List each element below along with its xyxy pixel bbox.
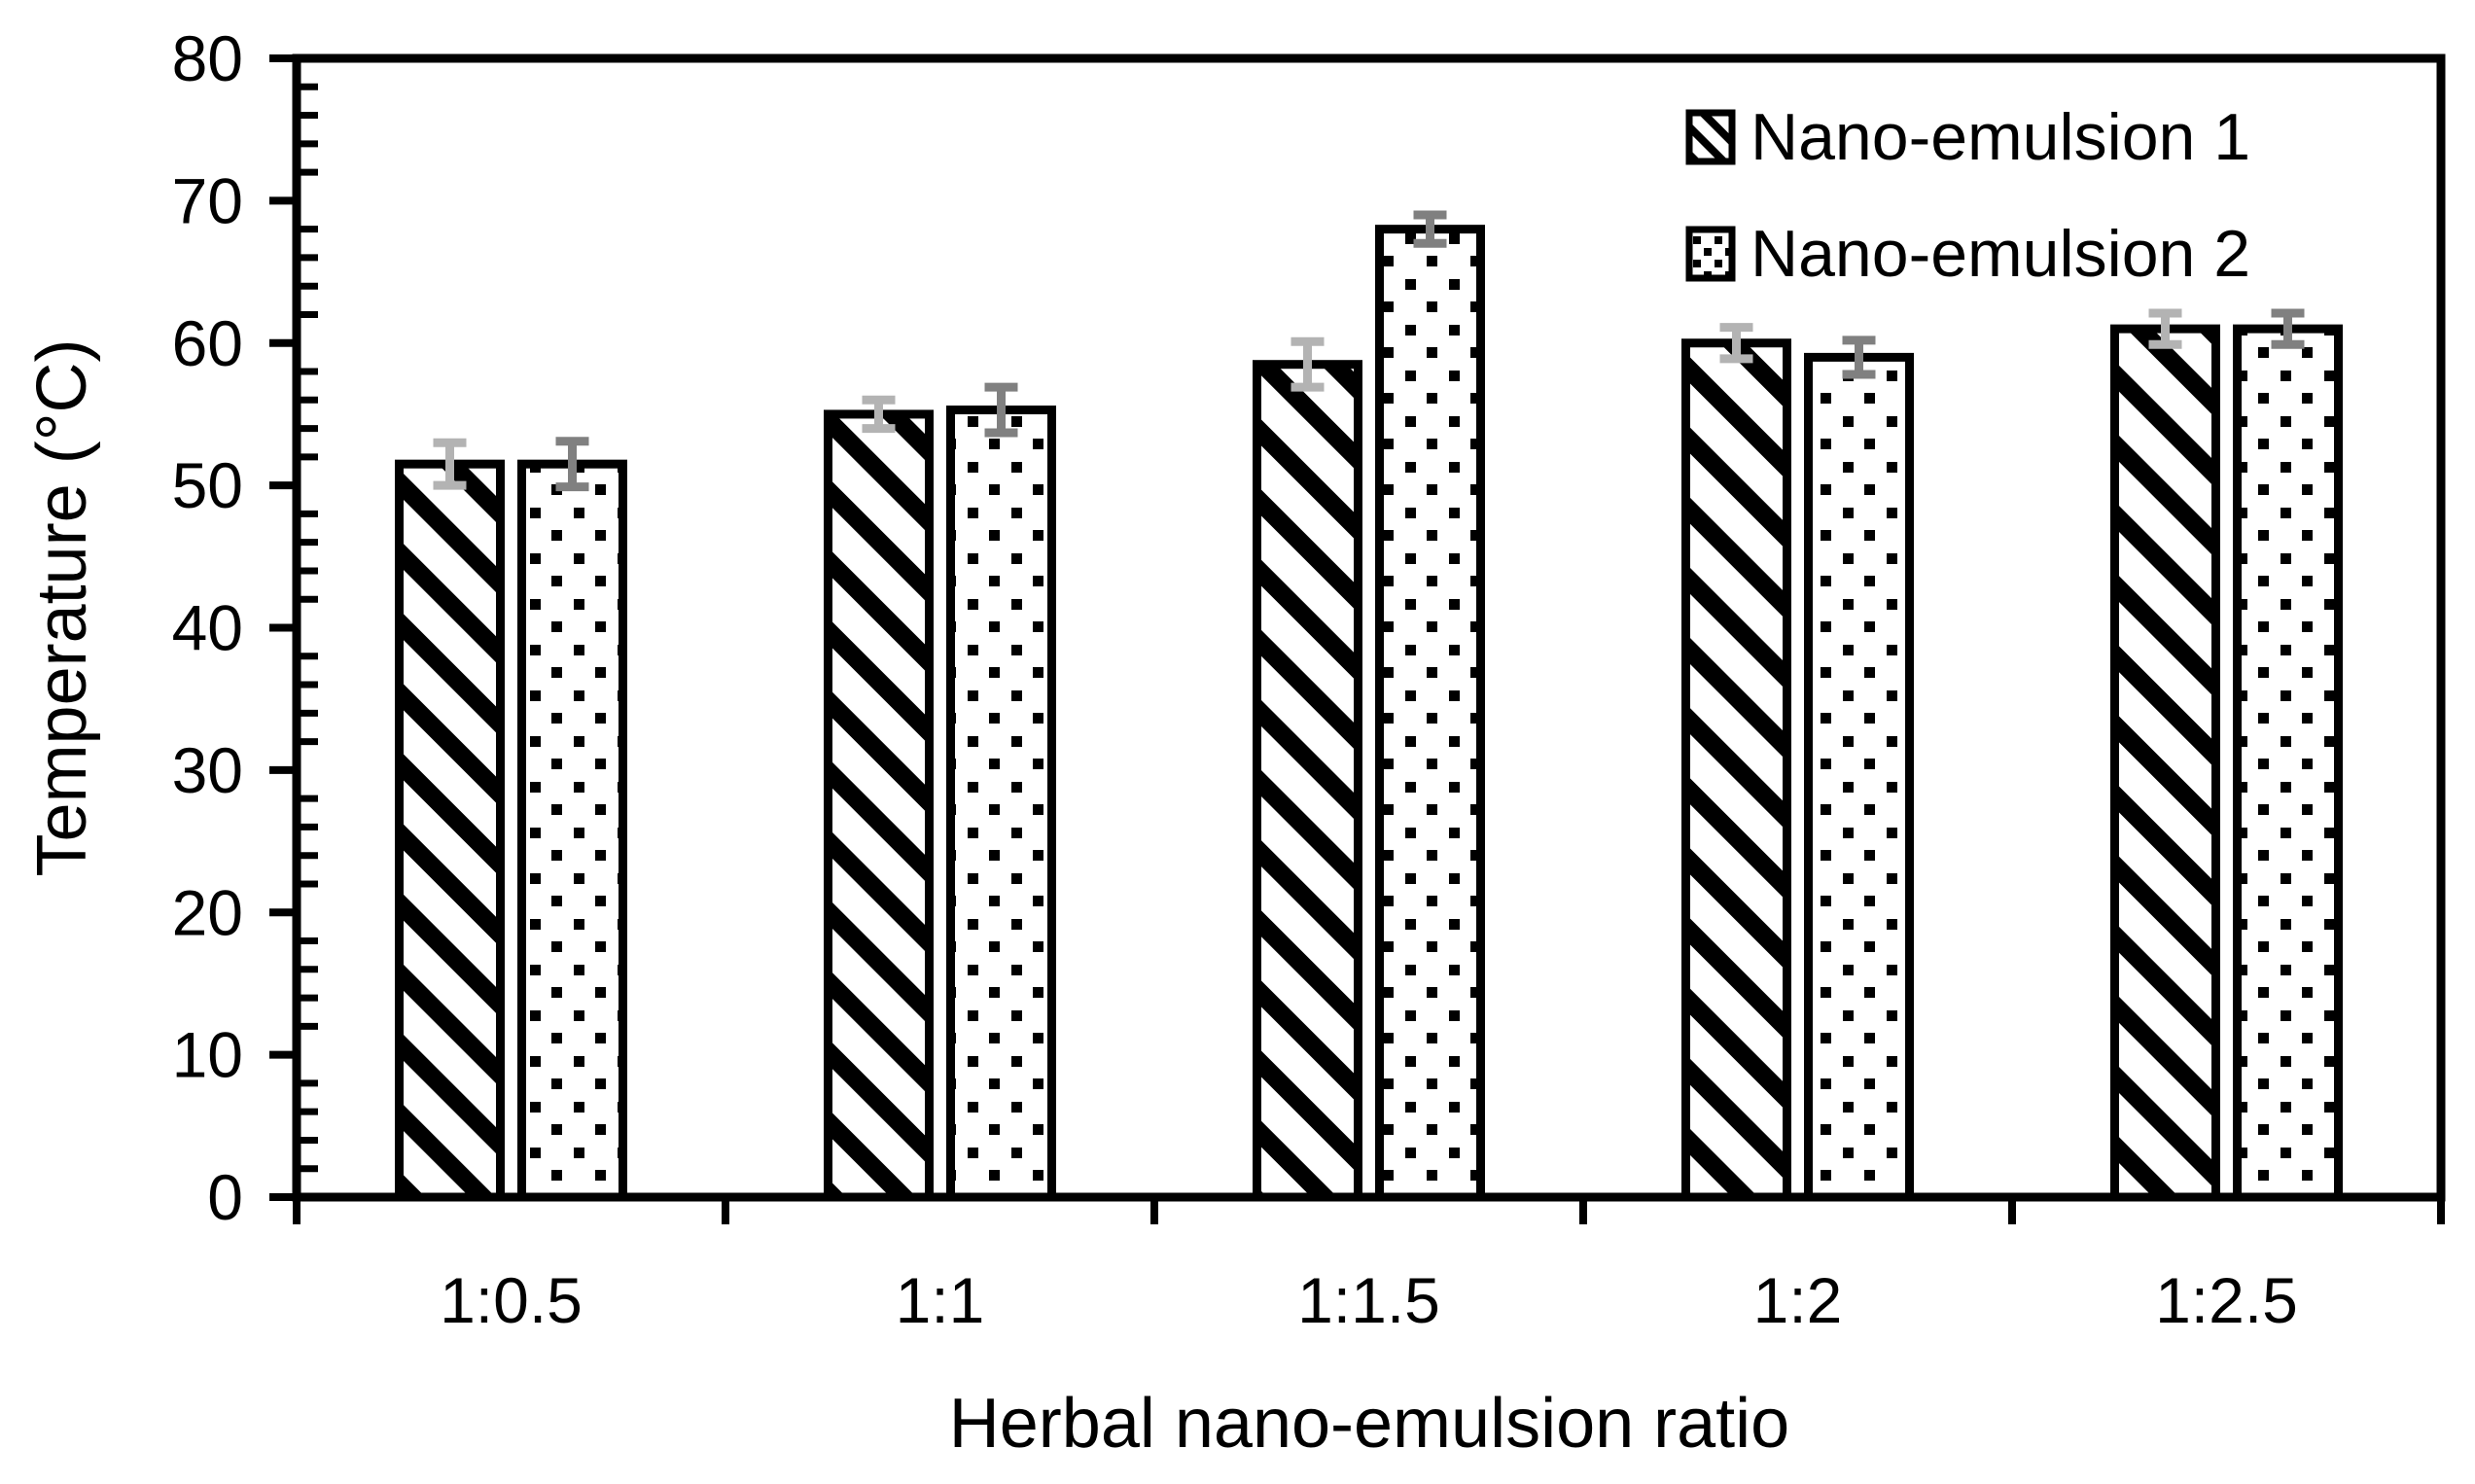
y-tick-label: 60 bbox=[172, 307, 243, 379]
legend-entry-nano-emulsion-1: Nano-emulsion 1 bbox=[1685, 100, 2250, 174]
legend-swatch-dots-icon bbox=[1685, 226, 1736, 282]
legend: Nano-emulsion 1 Nano-emulsion 2 bbox=[1685, 100, 2250, 291]
y-axis: 0 10 20 30 40 50 60 70 80 bbox=[172, 22, 318, 1233]
error-bar-series1-1:1.5 bbox=[1291, 336, 1325, 392]
legend-label-series-2: Nano-emulsion 2 bbox=[1750, 217, 2250, 291]
y-tick-label: 40 bbox=[172, 592, 243, 664]
bar-series2-1:0.5 bbox=[517, 459, 627, 1202]
error-bar-series2-1:1.5 bbox=[1413, 210, 1447, 248]
bar-series-group bbox=[395, 210, 2343, 1202]
bar-series2-1:1.5 bbox=[1375, 225, 1485, 1202]
y-tick-label: 30 bbox=[172, 734, 243, 806]
bar-series1-1:2 bbox=[1681, 338, 1791, 1202]
error-bar-series1-1:2 bbox=[1719, 323, 1753, 364]
x-axis: 1:0.5 1:1 1:1.5 1:2 1:2.5 bbox=[293, 1197, 2445, 1336]
error-bar-series2-1:1 bbox=[984, 382, 1018, 438]
x-category-label: 1:2.5 bbox=[2155, 1264, 2298, 1336]
y-tick-label: 20 bbox=[172, 876, 243, 948]
bar-series1-1:0.5 bbox=[395, 459, 505, 1202]
y-tick-label: 0 bbox=[207, 1161, 243, 1233]
legend-entry-nano-emulsion-2: Nano-emulsion 2 bbox=[1685, 217, 2250, 291]
bar-series2-1:2.5 bbox=[2233, 324, 2343, 1202]
bar-series2-1:2 bbox=[1804, 352, 1914, 1202]
y-axis-title: Temperature (°C) bbox=[23, 339, 101, 877]
bar-series2-1:1 bbox=[946, 406, 1056, 1202]
error-bar-series1-1:1 bbox=[862, 395, 896, 434]
error-bar-series1-1:2.5 bbox=[2148, 308, 2182, 349]
x-category-label: 1:2 bbox=[1753, 1264, 1843, 1336]
error-bar-series2-1:2.5 bbox=[2271, 308, 2305, 349]
bar-series1-1:1 bbox=[824, 409, 934, 1202]
x-axis-title: Herbal nano-emulsion ratio bbox=[949, 1385, 1789, 1463]
y-tick-label: 50 bbox=[172, 449, 243, 521]
x-category-label: 1:0.5 bbox=[440, 1264, 583, 1336]
error-bar-series1-1:0.5 bbox=[433, 438, 467, 490]
bar-series1-1:1.5 bbox=[1253, 360, 1362, 1202]
error-bar-series2-1:0.5 bbox=[555, 437, 589, 492]
y-tick-label: 10 bbox=[172, 1019, 243, 1091]
legend-swatch-diagonal-hatch-icon bbox=[1685, 109, 1736, 165]
y-tick-label: 80 bbox=[172, 22, 243, 94]
bar-series1-1:2.5 bbox=[2110, 324, 2220, 1202]
x-category-label: 1:1 bbox=[896, 1264, 985, 1336]
x-category-label: 1:1.5 bbox=[1297, 1264, 1440, 1336]
legend-label-series-1: Nano-emulsion 1 bbox=[1750, 100, 2250, 174]
error-bar-series2-1:2 bbox=[1842, 336, 1876, 379]
y-tick-label: 70 bbox=[172, 164, 243, 236]
